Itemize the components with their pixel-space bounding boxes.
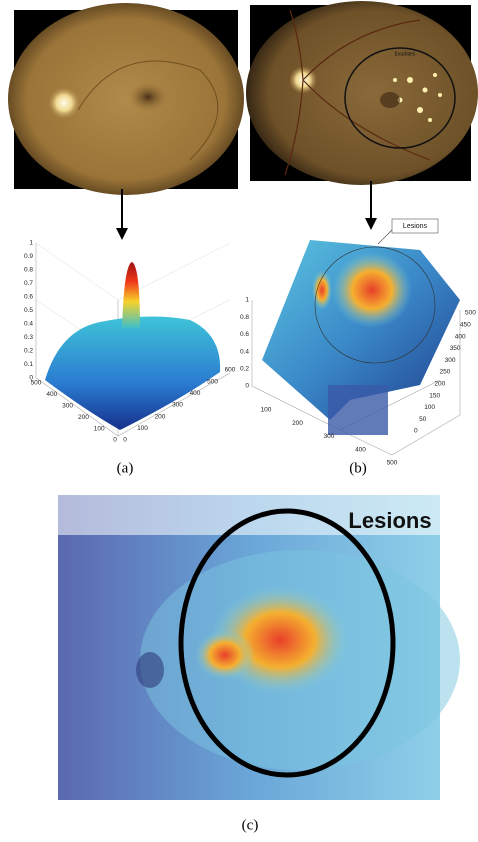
tick-label: 0 [245,383,249,390]
tick-label: 0.9 [24,253,33,260]
tick-label: 0.7 [24,280,33,287]
tick-label: 100 [137,425,148,432]
fundus-b: Exudates [246,1,478,185]
figure: Exudates Lesions Lesions (a) (b) (c [0,0,478,837]
surface-plot-b: Lesions [252,219,460,455]
caption: (b) [349,460,367,476]
tick-label: 50 [419,416,427,423]
tick-label: 0.5 [24,307,33,314]
zoom-annotation: Lesions [348,508,431,533]
tick-label: 1 [245,297,249,304]
tick-label: 0.2 [240,366,249,373]
tick-label: 100 [261,407,272,414]
tick-label: 0 [123,437,127,444]
fundus-a [8,3,244,195]
caption: (a) [117,460,134,476]
tick-label: 450 [460,322,471,329]
caption: (c) [242,817,259,833]
tick-label: 500 [465,310,476,317]
tick-label: 250 [440,369,451,376]
tick-label: 100 [94,425,105,432]
tick-label: 0.1 [24,361,33,368]
tick-label: 0 [414,428,418,435]
tick-label: 0.8 [24,267,33,274]
tick-label: 1 [29,240,33,247]
tick-label: 300 [172,402,183,409]
plot-annotation: Lesions [403,223,428,230]
tick-label: 600 [225,367,236,374]
tick-label: 0.2 [24,348,33,355]
tick-label: 100 [424,404,435,411]
tick-label: 500 [387,460,398,467]
tick-label: 400 [190,390,201,397]
fundus-annotation: Exudates [395,51,416,57]
tick-label: 300 [62,403,73,410]
tick-label: 500 [207,378,218,385]
zoom-panel-c: Lesions [58,495,460,800]
tick-label: 400 [455,333,466,340]
tick-label: 0.6 [24,294,33,301]
tick-label: 0.8 [240,314,249,321]
tick-label: 400 [46,391,57,398]
tick-label: 300 [445,357,456,364]
tick-label: 400 [355,446,366,453]
tick-label: 150 [429,392,440,399]
tick-label: 350 [450,345,461,352]
tick-label: 300 [324,433,335,440]
tick-label: 200 [78,414,89,421]
tick-label: 0.3 [24,334,33,341]
tick-label: 0 [113,437,117,444]
tick-label: 500 [31,380,42,387]
tick-label: 200 [292,420,303,427]
tick-label: 200 [155,413,166,420]
tick-label: 0.4 [240,348,249,355]
tick-label: 0.4 [24,321,33,328]
tick-label: 200 [434,381,445,388]
tick-label: 0.6 [240,331,249,338]
